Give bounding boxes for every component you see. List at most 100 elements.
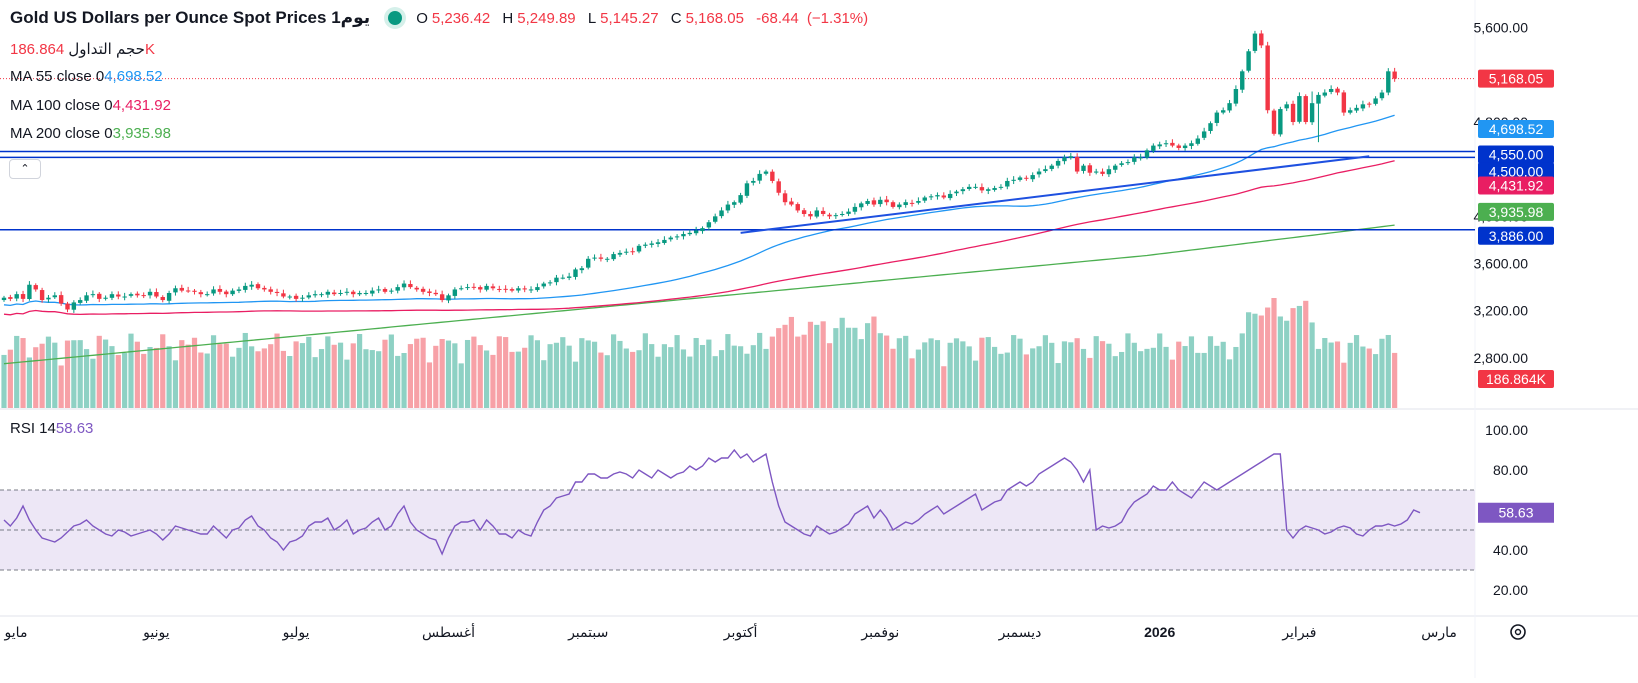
candle [1094,168,1099,175]
candle [1278,106,1283,137]
candle [439,290,445,303]
volume-bar [1182,346,1188,408]
candle-body [1157,144,1162,147]
volume-bar [1061,341,1068,408]
volume-bar [77,340,83,408]
candle [401,280,407,291]
candle [674,234,680,240]
candle-body [376,289,381,291]
candle [776,178,781,196]
settings-gear-icon[interactable] [1510,624,1526,640]
candle [1328,85,1334,95]
volume-bar [1087,357,1093,408]
candle-body [1068,156,1073,158]
volume-bar [20,338,26,408]
candle [1189,140,1194,150]
candle [1125,159,1131,166]
volume-bar [261,348,267,408]
candle [897,202,902,210]
candle-body [992,188,997,190]
time-axis-label: مايو [4,624,28,641]
volume-bar [268,344,274,408]
ma100-legend[interactable]: MA 100 close 04,431.92 [10,97,171,114]
volume-bars [1,298,1398,408]
candle-body [1195,138,1200,144]
candle [503,285,508,293]
ma200-legend[interactable]: MA 200 close 03,935.98 [10,125,171,142]
candle-body [1119,163,1124,165]
volume-bar [1068,342,1074,408]
volume-bar [560,337,566,408]
candle-body [700,228,705,232]
candle-body [39,290,45,301]
candle-body [33,285,38,290]
collapse-legend-button[interactable]: ⌃ [9,159,41,179]
candle [1062,154,1067,165]
volume-legend[interactable]: حجم التداول 186.864K [10,41,155,58]
volume-bar [534,340,540,408]
candle [1176,143,1181,151]
rsi-legend[interactable]: RSI 1458.63 [10,420,94,437]
volume-bar [445,340,452,408]
candle [846,208,851,217]
volume-bar [1233,346,1239,408]
volume-bar [414,338,420,408]
candle [465,283,470,291]
candle [649,240,654,248]
candle-body [1309,103,1315,123]
candle [287,294,292,300]
volume-bar [604,355,610,408]
candle [109,291,115,301]
candle-body [1297,96,1302,122]
candle-body [1106,169,1112,175]
candle [433,289,438,296]
volume-bar [1252,313,1258,408]
candle-body [363,292,369,294]
candle-body [1151,145,1156,151]
candle [903,199,908,208]
market-status-icon[interactable] [388,11,403,25]
candle [1214,110,1220,127]
volume-bar [1119,351,1125,408]
candle-body [1081,165,1086,171]
ma55-legend[interactable]: MA 55 close 04,698.52 [10,68,163,85]
candle [516,286,521,293]
candle [935,192,940,200]
volume-bar [718,350,725,408]
candle [992,185,997,192]
candle [573,267,578,280]
volume-bar [1150,347,1156,408]
candle-body [1170,142,1175,146]
candle [700,226,705,234]
candle [890,200,896,209]
candle [795,202,800,213]
volume-bar [496,336,502,408]
candle-body [439,294,445,301]
volume-bar [992,346,998,408]
volume-bar [839,317,845,408]
volume-bar [109,346,115,408]
volume-bar [572,361,579,408]
volume-bar [185,344,191,408]
volume-bar [45,336,52,408]
candle [135,291,140,298]
volume-bar [490,354,496,408]
ma200-value-label: 3,935.98 [1489,204,1544,220]
candle [1100,168,1105,177]
candle-body [1278,109,1283,135]
candle [554,274,559,286]
price-axis-tick: 3,600.00 [1474,256,1529,272]
candle-body [211,289,216,294]
candle [1005,177,1010,190]
candle [46,294,51,303]
symbol-title[interactable]: Gold US Dollars per Ounce Spot Prices 1ي… [10,8,371,27]
candle-body [1233,89,1239,104]
candle-body [605,258,610,260]
volume-bar [833,328,839,408]
symbol-header: Gold US Dollars per Ounce Spot Prices 1ي… [10,8,872,28]
candle-body [528,289,534,291]
candle-body [770,171,775,181]
ma200-line [3,224,1395,365]
